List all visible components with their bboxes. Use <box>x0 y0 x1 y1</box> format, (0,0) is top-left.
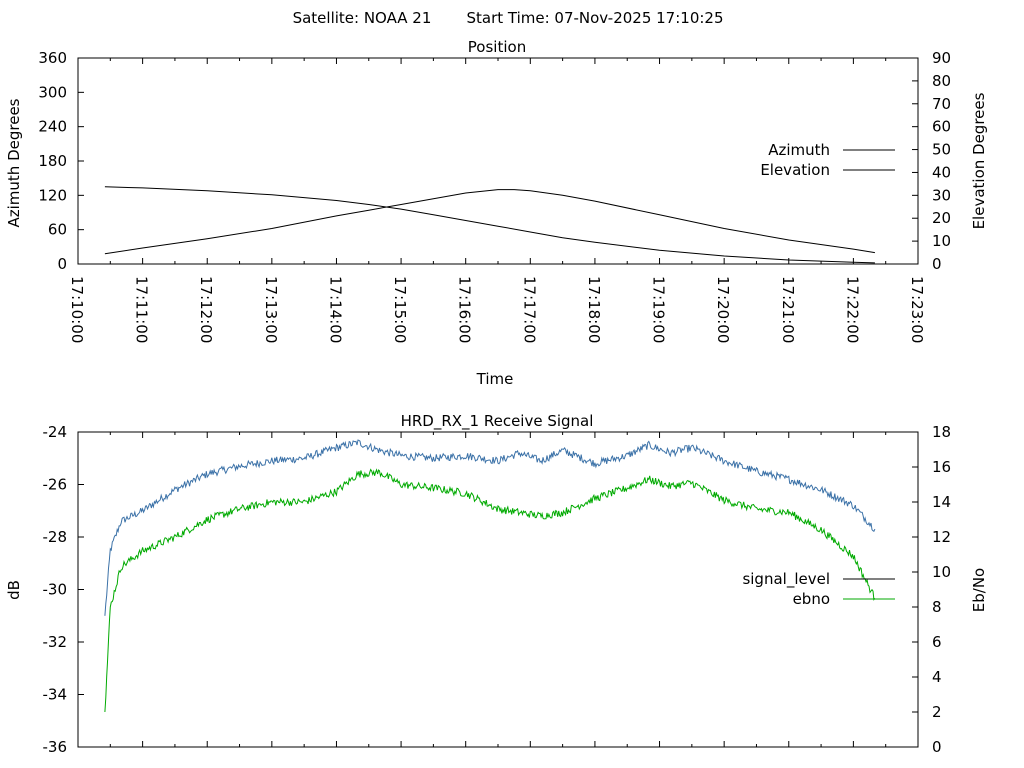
position-xaxis-label: Time <box>476 370 514 388</box>
y-tick-label: 360 <box>38 49 67 67</box>
y2-tick-label: 4 <box>932 668 942 686</box>
x-tick-label: 17:13:00 <box>262 276 280 343</box>
y2-tick-label: 8 <box>932 598 942 616</box>
y-tick-label: 60 <box>48 221 67 239</box>
y2-tick-label: 20 <box>932 209 951 227</box>
y2-tick-label: 40 <box>932 163 951 181</box>
x-tick-label: 17:17:00 <box>520 276 538 343</box>
y-tick-label: 240 <box>38 118 67 136</box>
legend-label: Azimuth <box>768 141 830 159</box>
x-tick-label: 17:16:00 <box>456 276 474 343</box>
y2-tick-label: 14 <box>932 493 951 511</box>
legend-label: signal_level <box>742 570 830 589</box>
y-tick-label: -24 <box>43 423 68 441</box>
position-legend: Azimuth Elevation <box>760 141 895 179</box>
x-tick-label: 17:19:00 <box>650 276 668 343</box>
position-plot-frame <box>77 57 919 265</box>
legend-label: Elevation <box>760 161 830 179</box>
receive-signal-series-ebno <box>104 468 876 713</box>
y2-tick-label: 10 <box>932 232 951 250</box>
y-tick-label: 300 <box>38 83 67 101</box>
x-tick-label: 17:11:00 <box>133 276 151 343</box>
y2-tick-label: 18 <box>932 423 951 441</box>
y2-tick-label: 2 <box>932 703 942 721</box>
position-series-Azimuth <box>104 186 875 264</box>
y-tick-label: 120 <box>38 186 67 204</box>
receive-signal-yaxis-label: dB <box>5 580 23 600</box>
receive-signal-y2axis-label: Eb/No <box>970 568 988 612</box>
position-series-Elevation <box>104 189 875 255</box>
y2-tick-label: 6 <box>932 633 942 651</box>
x-tick-label: 17:15:00 <box>391 276 409 343</box>
position-y2axis-label: Elevation Degrees <box>970 92 988 229</box>
y2-tick-label: 90 <box>932 49 951 67</box>
satellite-label: Satellite: NOAA 21 <box>293 9 432 27</box>
x-tick-label: 17:18:00 <box>585 276 603 343</box>
y2-tick-label: 0 <box>932 255 942 273</box>
y-tick-label: -36 <box>43 738 68 756</box>
x-tick-label: 17:23:00 <box>908 276 926 343</box>
receive-signal-chart: HRD_RX_1 Receive Signal dB Eb/No -36 -34 -… <box>5 412 988 756</box>
y2-tick-label: 80 <box>932 72 951 90</box>
y-tick-label: 180 <box>38 152 67 170</box>
x-tick-label: 17:12:00 <box>197 276 215 343</box>
x-tick-label: 17:21:00 <box>779 276 797 343</box>
y2-tick-label: 12 <box>932 528 951 546</box>
y-tick-label: -28 <box>43 528 68 546</box>
receive-signal-chart-title: HRD_RX_1 Receive Signal <box>401 412 594 431</box>
receive-signal-series-signal-level <box>104 439 876 616</box>
y-tick-label: -30 <box>43 581 68 599</box>
y2-tick-label: 0 <box>932 738 942 756</box>
y2-tick-label: 50 <box>932 141 951 159</box>
legend-label: ebno <box>793 590 830 608</box>
y-tick-label: -34 <box>43 686 68 704</box>
x-tick-label: 17:14:00 <box>326 276 344 343</box>
y2-tick-label: 70 <box>932 95 951 113</box>
y2-tick-label: 30 <box>932 186 951 204</box>
y-tick-label: -26 <box>43 476 68 494</box>
x-tick-label: 17:10:00 <box>68 276 86 343</box>
x-tick-label: 17:22:00 <box>843 276 861 343</box>
y-tick-label: 0 <box>57 255 67 273</box>
start-time-label: Start Time: 07-Nov-2025 17:10:25 <box>466 9 723 27</box>
receive-signal-plot-frame <box>77 431 919 748</box>
position-yaxis-label: Azimuth Degrees <box>5 98 23 227</box>
y2-tick-label: 10 <box>932 563 951 581</box>
y-tick-label: -32 <box>43 633 68 651</box>
position-chart-title: Position <box>468 38 526 56</box>
y2-tick-label: 60 <box>932 118 951 136</box>
x-tick-label: 17:20:00 <box>714 276 732 343</box>
position-chart: Position Time Azimuth Degrees Elevation … <box>5 38 988 388</box>
y2-tick-label: 16 <box>932 458 951 476</box>
